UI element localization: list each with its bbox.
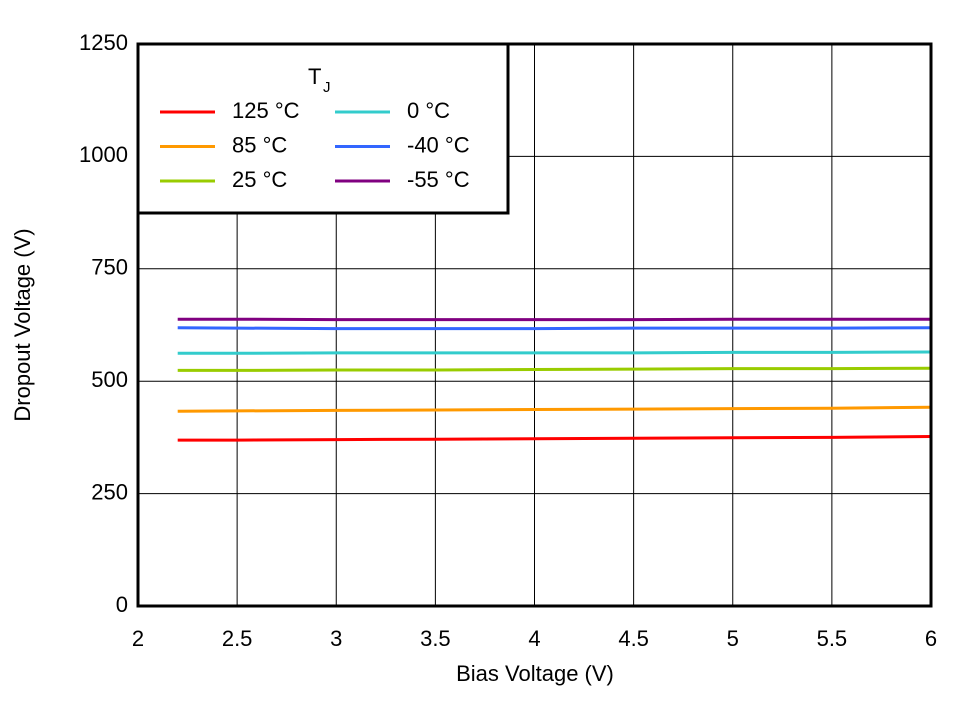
data-line — [177, 435, 932, 442]
legend-label: 85 °C — [232, 132, 287, 157]
legend-title-sub: J — [323, 79, 331, 96]
legend-title: T — [308, 64, 321, 89]
x-tick-label: 2.5 — [222, 626, 253, 651]
data-line — [177, 366, 932, 372]
legend-label: -55 °C — [407, 167, 470, 192]
x-tick-label: 3.5 — [420, 626, 451, 651]
x-tick-label: 6 — [925, 626, 937, 651]
x-tick-label: 5.5 — [817, 626, 848, 651]
legend-label: 0 °C — [407, 98, 450, 123]
y-tick-label: 1000 — [79, 142, 128, 167]
x-tick-label: 2 — [132, 626, 144, 651]
y-tick-label: 0 — [116, 592, 128, 617]
x-tick-label: 4 — [528, 626, 540, 651]
y-tick-label: 250 — [91, 479, 128, 504]
legend-box — [136, 42, 510, 215]
x-tick-label: 3 — [330, 626, 342, 651]
y-tick-label: 500 — [91, 367, 128, 392]
plot-frame — [136, 42, 933, 608]
legend-label: -40 °C — [407, 132, 470, 157]
data-line — [177, 405, 932, 413]
data-line — [177, 326, 932, 331]
y-axis-label: Dropout Voltage (V) — [10, 228, 35, 421]
x-axis-label: Bias Voltage (V) — [456, 661, 614, 686]
x-tick-label: 5 — [727, 626, 739, 651]
y-tick-label: 1250 — [79, 30, 128, 55]
data-line — [177, 350, 932, 355]
y-tick-label: 750 — [91, 255, 128, 280]
legend-label: 125 °C — [232, 98, 300, 123]
x-tick-label: 4.5 — [618, 626, 649, 651]
legend-label: 25 °C — [232, 167, 287, 192]
